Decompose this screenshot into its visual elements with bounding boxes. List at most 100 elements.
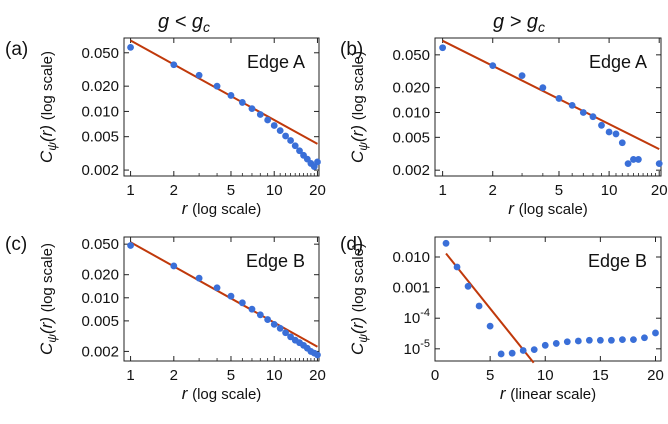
data-point bbox=[127, 43, 134, 51]
x-axis-label: r (log scale) bbox=[182, 199, 262, 218]
x-tick-label: 10 bbox=[266, 182, 283, 199]
plot-frame bbox=[123, 236, 320, 362]
data-point bbox=[264, 316, 272, 323]
data-point bbox=[464, 282, 472, 290]
x-tick-label: 1 bbox=[126, 182, 134, 199]
fit-line bbox=[442, 39, 660, 151]
data-point bbox=[442, 239, 450, 247]
y-tick-label: 0.050 bbox=[81, 45, 119, 62]
data-point bbox=[453, 263, 461, 271]
y-tick-label: 0.050 bbox=[81, 236, 119, 253]
data-point bbox=[497, 350, 505, 358]
data-point bbox=[170, 61, 178, 69]
x-axis-label: r (linear scale) bbox=[500, 384, 596, 403]
data-point bbox=[598, 121, 605, 129]
x-tick-label: 20 bbox=[651, 182, 668, 199]
x-tick-label: 5 bbox=[227, 182, 235, 199]
data-point bbox=[256, 311, 264, 319]
data-point bbox=[541, 341, 549, 349]
header-left-text: g < gc bbox=[158, 11, 210, 35]
x-tick-label: 0 bbox=[431, 367, 439, 384]
y-axis-label: Cψ(r) (log scale) bbox=[37, 243, 59, 355]
x-tick-label: 2 bbox=[489, 182, 497, 199]
data-point bbox=[238, 299, 246, 307]
panel-label: (b) bbox=[340, 39, 363, 60]
data-point bbox=[195, 71, 203, 79]
y-axis-label: Cψ(r) (log scale) bbox=[348, 243, 370, 355]
panel-a: 1 2 5 10 20 0.050 0.020 0.010 0.005 0.002 Edge A (a… bbox=[5, 37, 326, 218]
data-point bbox=[612, 130, 620, 138]
panel-c: 1 2 5 10 20 0.050 0.020 0.010 0.005 0.002 Edge B (c… bbox=[5, 234, 326, 403]
data-point bbox=[486, 322, 494, 330]
y-tick-label: 0.010 bbox=[392, 105, 430, 122]
x-tick-label: 20 bbox=[647, 367, 664, 384]
data-point bbox=[314, 351, 321, 359]
y-tick-label: 0.005 bbox=[81, 313, 119, 330]
x-tick-label: 2 bbox=[170, 367, 178, 384]
data-point bbox=[585, 336, 593, 344]
data-point bbox=[596, 336, 604, 344]
data-point bbox=[213, 82, 221, 90]
data-point bbox=[238, 99, 246, 106]
data-point bbox=[655, 160, 663, 168]
data-point bbox=[652, 329, 659, 337]
y-tick-label: 0.010 bbox=[81, 103, 119, 120]
fit-line bbox=[445, 252, 535, 364]
x-tick-label: 5 bbox=[555, 182, 563, 199]
data-point bbox=[624, 160, 632, 168]
edge-label: Edge B bbox=[588, 251, 647, 271]
x-tick-label: 2 bbox=[170, 182, 178, 199]
y-tick-label: 0.005 bbox=[81, 129, 119, 146]
data-point bbox=[568, 101, 576, 109]
header-right: g > gc bbox=[493, 11, 545, 35]
data-point bbox=[276, 127, 284, 135]
plot-frame bbox=[434, 236, 662, 362]
data-point bbox=[127, 242, 134, 249]
data-point bbox=[314, 158, 321, 166]
y-tick-label: 0.020 bbox=[81, 78, 119, 95]
data-point bbox=[630, 156, 637, 163]
y-tick-label: 0.010 bbox=[392, 249, 430, 266]
y-tick-label: 0.020 bbox=[392, 80, 430, 97]
y-tick-label: 0.002 bbox=[81, 162, 119, 179]
x-tick-label: 15 bbox=[592, 367, 609, 384]
data-point bbox=[539, 84, 547, 92]
data-point bbox=[276, 324, 284, 332]
x-tick-label: 5 bbox=[227, 367, 235, 384]
data-point bbox=[296, 147, 303, 155]
y-tick-label: 0.020 bbox=[81, 267, 119, 284]
x-axis-label: r (log scale) bbox=[508, 199, 588, 218]
data-point bbox=[563, 338, 571, 346]
data-point bbox=[552, 340, 560, 347]
data-point bbox=[170, 262, 178, 270]
edge-label: Edge A bbox=[247, 52, 305, 72]
edge-label: Edge B bbox=[246, 251, 305, 271]
x-axis-label: r (log scale) bbox=[182, 384, 262, 403]
y-tick-label: 0.050 bbox=[392, 47, 430, 64]
edge-label: Edge A bbox=[589, 52, 647, 72]
data-point bbox=[213, 284, 221, 292]
data-point bbox=[291, 142, 299, 150]
data-point bbox=[264, 116, 272, 124]
y-tick-label: 10-5 bbox=[404, 338, 430, 358]
y-axis-label: Cψ(r) (log scale) bbox=[348, 51, 370, 163]
panel-d: 0 5 10 15 20 0.010 0.001 10-4 10-5 Edge B (d) r (li… bbox=[340, 234, 664, 403]
data-point bbox=[635, 156, 642, 163]
data-point bbox=[605, 128, 613, 136]
y-tick-label: 0.010 bbox=[81, 290, 119, 307]
data-point bbox=[439, 44, 447, 52]
data-point bbox=[248, 105, 256, 113]
fit-line bbox=[130, 241, 318, 348]
data-point bbox=[282, 329, 289, 337]
header-left: g < gc bbox=[158, 11, 210, 35]
y-axis-label: Cψ(r) (log scale) bbox=[37, 51, 59, 163]
data-point bbox=[574, 337, 582, 345]
y-tick-label: 0.005 bbox=[392, 129, 430, 146]
data-point bbox=[475, 302, 483, 310]
data-point bbox=[530, 346, 538, 354]
panel-b: 1 2 5 10 20 0.050 0.020 0.010 0.005 0.002 Edge A (b… bbox=[340, 37, 668, 218]
x-tick-label: 10 bbox=[601, 182, 618, 199]
data-point bbox=[227, 92, 235, 99]
data-point bbox=[248, 305, 256, 313]
x-tick-label: 10 bbox=[537, 367, 554, 384]
